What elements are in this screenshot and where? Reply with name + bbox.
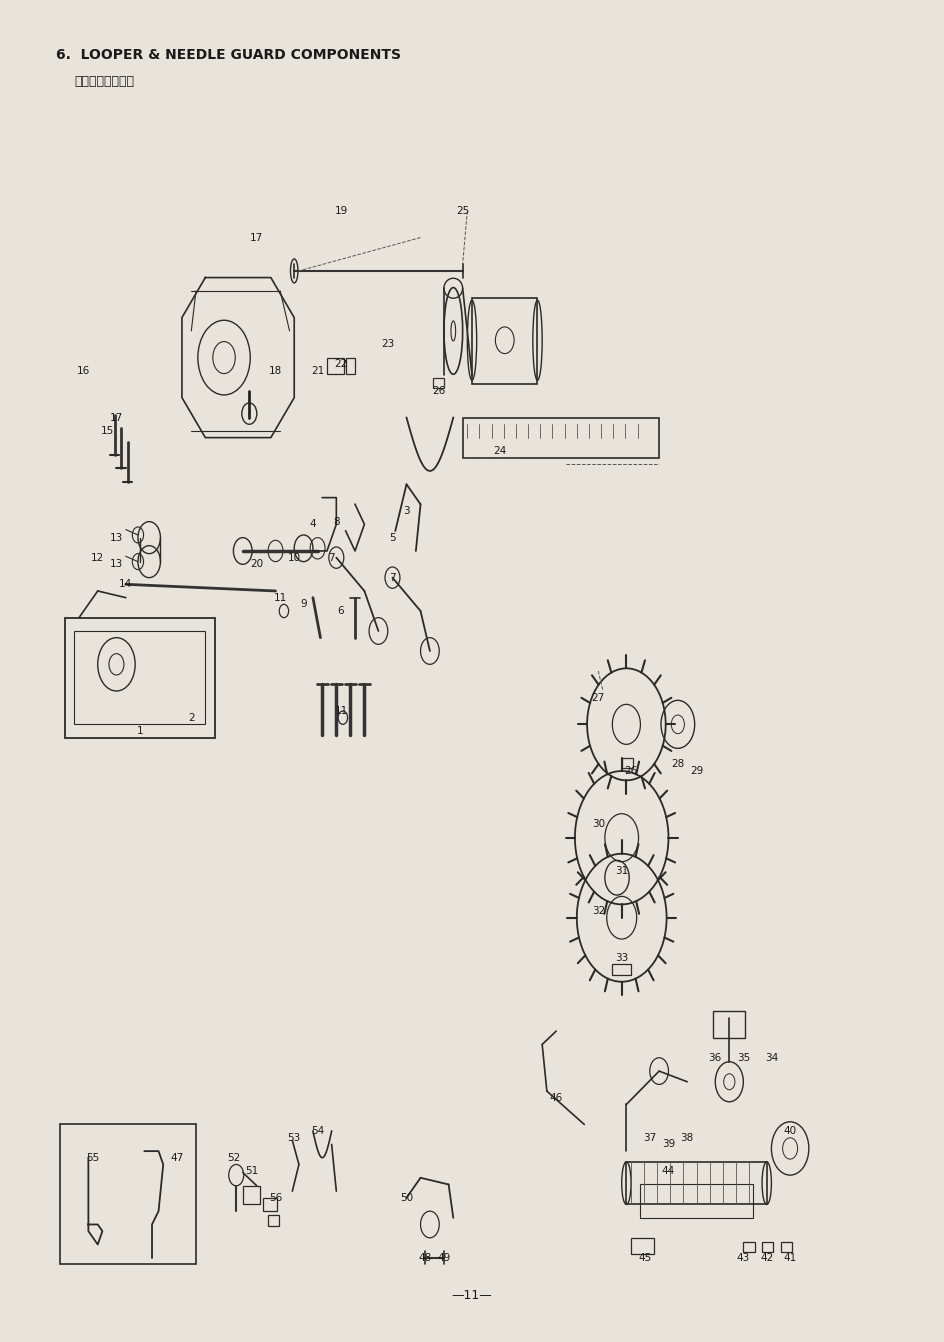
Text: 35: 35 (736, 1052, 750, 1063)
Text: 29: 29 (690, 766, 703, 776)
Text: 34: 34 (765, 1052, 778, 1063)
Bar (263, 1198, 278, 1210)
Bar (75, 631, 206, 725)
Text: 11: 11 (334, 706, 347, 717)
Text: 6: 6 (338, 607, 345, 616)
Text: 44: 44 (662, 1166, 675, 1176)
Text: 37: 37 (643, 1133, 656, 1143)
Text: 3: 3 (403, 506, 410, 515)
Text: 5: 5 (389, 533, 396, 542)
Text: 50: 50 (400, 1193, 413, 1202)
Bar (432, 377, 444, 388)
Text: 54: 54 (311, 1126, 324, 1137)
Bar (327, 357, 344, 373)
Text: 8: 8 (333, 517, 340, 526)
Bar (743, 1241, 754, 1252)
Text: 26: 26 (432, 386, 446, 396)
Text: 40: 40 (784, 1126, 797, 1137)
Text: 55: 55 (87, 1153, 100, 1162)
Text: 16: 16 (77, 366, 91, 376)
Text: 6.  LOOPER & NEEDLE GUARD COMPONENTS: 6. LOOPER & NEEDLE GUARD COMPONENTS (56, 48, 400, 62)
Bar (640, 1185, 752, 1217)
Text: 49: 49 (437, 1253, 450, 1263)
Text: 32: 32 (592, 906, 605, 917)
Text: ルーパ・针受関係: ルーパ・针受関係 (75, 75, 134, 89)
Bar (631, 1237, 654, 1253)
Text: 56: 56 (269, 1193, 282, 1202)
Text: 27: 27 (592, 692, 605, 703)
Bar (622, 758, 632, 769)
Text: 17: 17 (110, 412, 123, 423)
Text: 42: 42 (760, 1253, 773, 1263)
Text: 53: 53 (288, 1133, 301, 1143)
Text: 36: 36 (709, 1052, 722, 1063)
Bar (463, 417, 659, 458)
Text: 13: 13 (110, 560, 123, 569)
Bar (762, 1241, 773, 1252)
Text: 4: 4 (310, 519, 316, 529)
Text: 38: 38 (681, 1133, 694, 1143)
Text: 41: 41 (784, 1253, 797, 1263)
Bar (60, 1125, 196, 1264)
Text: 11: 11 (274, 593, 287, 603)
Text: —11—: —11— (451, 1288, 493, 1302)
Text: 46: 46 (549, 1092, 563, 1103)
Text: 31: 31 (615, 866, 629, 876)
Text: 22: 22 (334, 360, 347, 369)
Text: 10: 10 (288, 553, 301, 562)
Text: 12: 12 (92, 553, 105, 562)
Text: 52: 52 (227, 1153, 240, 1162)
Text: 17: 17 (250, 232, 263, 243)
Text: 28: 28 (671, 760, 684, 769)
Text: 1: 1 (137, 726, 143, 735)
Text: 33: 33 (615, 953, 629, 962)
Bar (472, 298, 537, 384)
Text: 47: 47 (171, 1153, 184, 1162)
Text: 30: 30 (592, 820, 605, 829)
Text: 7: 7 (389, 573, 396, 582)
Text: 2: 2 (188, 713, 194, 723)
Bar (346, 357, 355, 373)
Text: 23: 23 (381, 340, 395, 349)
Text: 25: 25 (456, 205, 469, 216)
Text: 48: 48 (418, 1253, 431, 1263)
Text: 14: 14 (119, 580, 132, 589)
Bar (627, 1162, 767, 1205)
Text: 7: 7 (329, 553, 335, 562)
Bar (65, 617, 214, 738)
Text: 15: 15 (100, 425, 113, 436)
Text: 13: 13 (110, 533, 123, 542)
Text: 45: 45 (638, 1253, 651, 1263)
Text: 21: 21 (311, 366, 324, 376)
Bar (613, 965, 631, 976)
Text: 43: 43 (736, 1253, 750, 1263)
Bar (714, 1011, 745, 1037)
Bar (781, 1241, 792, 1252)
Text: 24: 24 (494, 446, 507, 456)
Text: 51: 51 (245, 1166, 259, 1176)
Bar (268, 1215, 279, 1225)
Text: 19: 19 (334, 205, 347, 216)
Text: 26: 26 (624, 766, 638, 776)
Text: 20: 20 (250, 560, 263, 569)
Text: 18: 18 (269, 366, 282, 376)
Text: 39: 39 (662, 1139, 675, 1150)
Text: 9: 9 (300, 600, 307, 609)
Bar (243, 1186, 260, 1205)
